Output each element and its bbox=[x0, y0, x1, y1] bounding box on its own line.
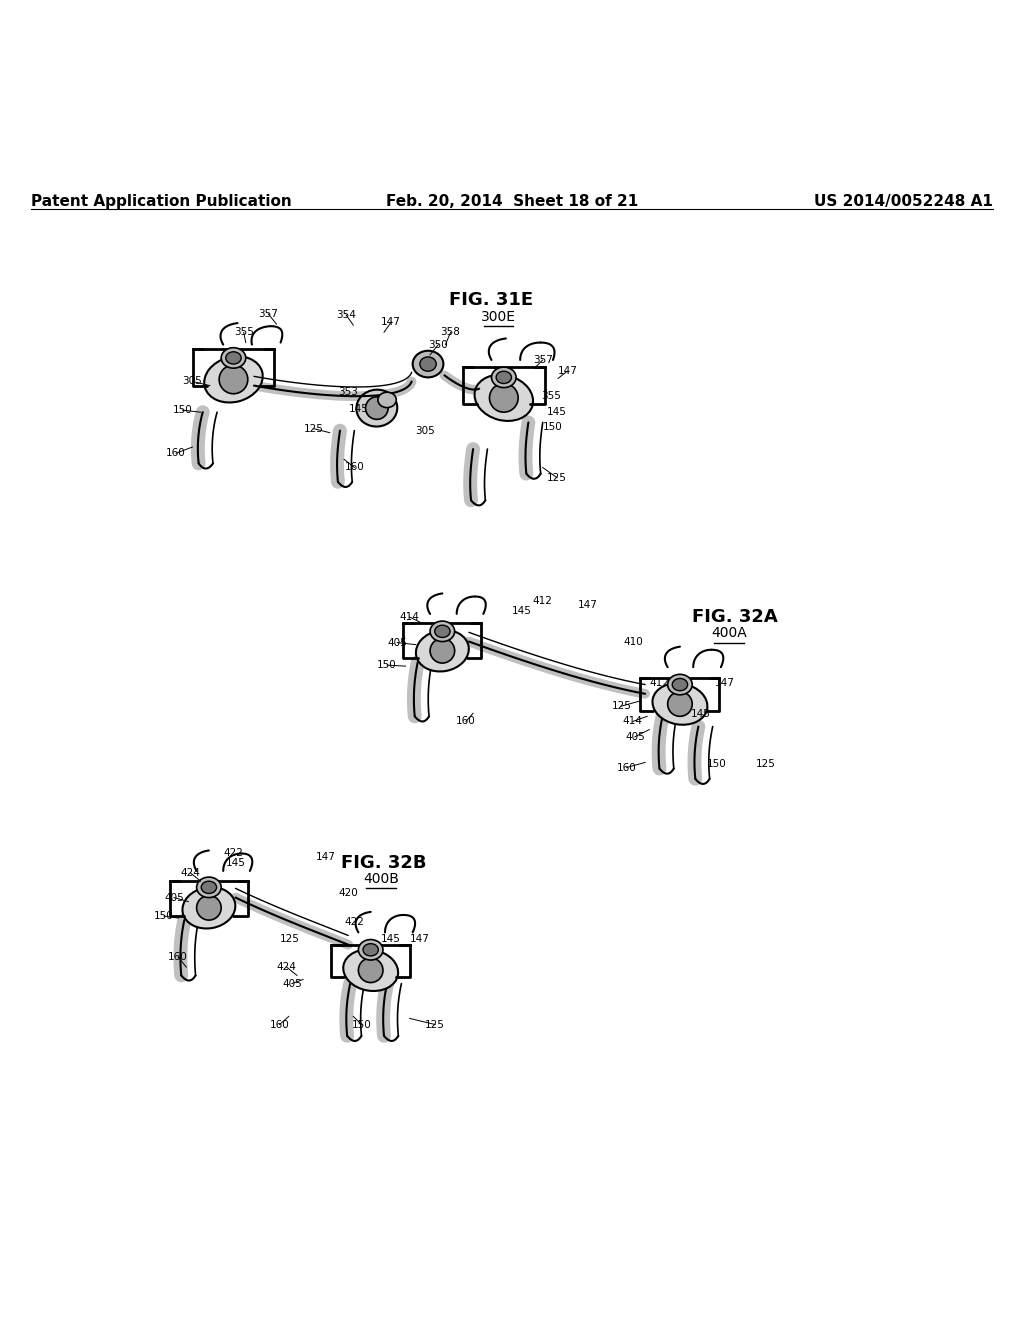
Text: 357: 357 bbox=[532, 355, 553, 364]
Ellipse shape bbox=[434, 626, 451, 638]
Ellipse shape bbox=[356, 389, 397, 426]
Ellipse shape bbox=[489, 384, 518, 412]
Text: 147: 147 bbox=[715, 677, 735, 688]
Text: 350: 350 bbox=[428, 339, 449, 350]
Text: 147: 147 bbox=[315, 851, 336, 862]
Ellipse shape bbox=[182, 887, 236, 928]
Text: 125: 125 bbox=[756, 759, 776, 770]
Text: 160: 160 bbox=[269, 1019, 290, 1030]
Text: 357: 357 bbox=[258, 309, 279, 319]
Text: Feb. 20, 2014  Sheet 18 of 21: Feb. 20, 2014 Sheet 18 of 21 bbox=[386, 194, 638, 209]
Text: 355: 355 bbox=[233, 327, 254, 338]
Ellipse shape bbox=[652, 684, 708, 725]
Ellipse shape bbox=[343, 949, 398, 991]
Ellipse shape bbox=[413, 351, 443, 378]
Ellipse shape bbox=[668, 692, 692, 717]
Ellipse shape bbox=[197, 895, 221, 920]
Ellipse shape bbox=[197, 876, 221, 898]
Text: 355: 355 bbox=[541, 391, 561, 401]
Ellipse shape bbox=[668, 675, 692, 694]
Text: 150: 150 bbox=[707, 759, 727, 770]
Text: 414: 414 bbox=[623, 717, 643, 726]
Text: US 2014/0052248 A1: US 2014/0052248 A1 bbox=[814, 194, 993, 209]
Text: 145: 145 bbox=[512, 606, 532, 616]
Text: 150: 150 bbox=[154, 911, 174, 921]
Text: 305: 305 bbox=[182, 376, 203, 387]
Ellipse shape bbox=[366, 397, 388, 420]
Text: 405: 405 bbox=[164, 892, 184, 903]
Text: 125: 125 bbox=[303, 424, 324, 433]
Text: 352: 352 bbox=[369, 399, 389, 409]
Text: 125: 125 bbox=[280, 933, 300, 944]
Text: 147: 147 bbox=[410, 933, 430, 944]
Text: 424: 424 bbox=[276, 962, 297, 973]
Text: 145: 145 bbox=[348, 404, 369, 414]
Text: 410: 410 bbox=[623, 636, 643, 647]
Text: 125: 125 bbox=[611, 701, 632, 711]
Text: 354: 354 bbox=[336, 310, 356, 319]
Text: Patent Application Publication: Patent Application Publication bbox=[31, 194, 292, 209]
Text: 405: 405 bbox=[282, 978, 302, 989]
Text: 160: 160 bbox=[456, 717, 476, 726]
Text: 305: 305 bbox=[415, 425, 435, 436]
Ellipse shape bbox=[362, 944, 379, 956]
Text: 147: 147 bbox=[557, 366, 578, 376]
Ellipse shape bbox=[673, 678, 688, 690]
Text: 420: 420 bbox=[338, 888, 358, 899]
Text: 150: 150 bbox=[172, 405, 193, 416]
Text: 160: 160 bbox=[166, 449, 186, 458]
Text: FIG. 32B: FIG. 32B bbox=[341, 854, 427, 871]
Text: 300E: 300E bbox=[481, 310, 516, 323]
Text: 125: 125 bbox=[547, 473, 567, 483]
Text: 412: 412 bbox=[649, 677, 670, 688]
Text: 145: 145 bbox=[381, 933, 401, 944]
Ellipse shape bbox=[416, 630, 469, 672]
Text: 405: 405 bbox=[625, 731, 645, 742]
Text: 150: 150 bbox=[543, 421, 563, 432]
Text: 125: 125 bbox=[425, 1019, 445, 1030]
Ellipse shape bbox=[492, 367, 516, 388]
Ellipse shape bbox=[358, 958, 383, 982]
Text: 147: 147 bbox=[381, 317, 401, 327]
Ellipse shape bbox=[204, 356, 263, 403]
Ellipse shape bbox=[219, 366, 248, 393]
Text: 150: 150 bbox=[351, 1019, 372, 1030]
Text: 150: 150 bbox=[377, 660, 397, 671]
Text: 358: 358 bbox=[440, 327, 461, 338]
Text: 354: 354 bbox=[492, 368, 512, 379]
Ellipse shape bbox=[474, 375, 534, 421]
Text: 145: 145 bbox=[225, 858, 246, 867]
Text: 424: 424 bbox=[180, 869, 201, 878]
Text: 400A: 400A bbox=[712, 627, 746, 640]
Text: 422: 422 bbox=[344, 917, 365, 927]
Ellipse shape bbox=[378, 392, 396, 408]
Ellipse shape bbox=[221, 347, 246, 368]
Text: 353: 353 bbox=[338, 387, 358, 397]
Ellipse shape bbox=[430, 639, 455, 663]
Text: 160: 160 bbox=[168, 952, 188, 962]
Text: 400B: 400B bbox=[362, 873, 399, 886]
Text: 160: 160 bbox=[344, 462, 365, 473]
Text: 422: 422 bbox=[223, 847, 244, 858]
Ellipse shape bbox=[225, 351, 242, 364]
Text: 405: 405 bbox=[387, 638, 408, 648]
Text: 160: 160 bbox=[616, 763, 637, 772]
Text: FIG. 32A: FIG. 32A bbox=[692, 609, 778, 626]
Ellipse shape bbox=[496, 371, 512, 384]
Text: 414: 414 bbox=[399, 612, 420, 622]
Text: 412: 412 bbox=[532, 595, 553, 606]
Text: FIG. 31E: FIG. 31E bbox=[450, 290, 534, 309]
Ellipse shape bbox=[358, 940, 383, 960]
Ellipse shape bbox=[201, 882, 217, 894]
Ellipse shape bbox=[430, 622, 455, 642]
Text: 145: 145 bbox=[547, 407, 567, 417]
Ellipse shape bbox=[420, 356, 436, 371]
Text: 147: 147 bbox=[578, 599, 598, 610]
Text: 145: 145 bbox=[690, 709, 711, 719]
